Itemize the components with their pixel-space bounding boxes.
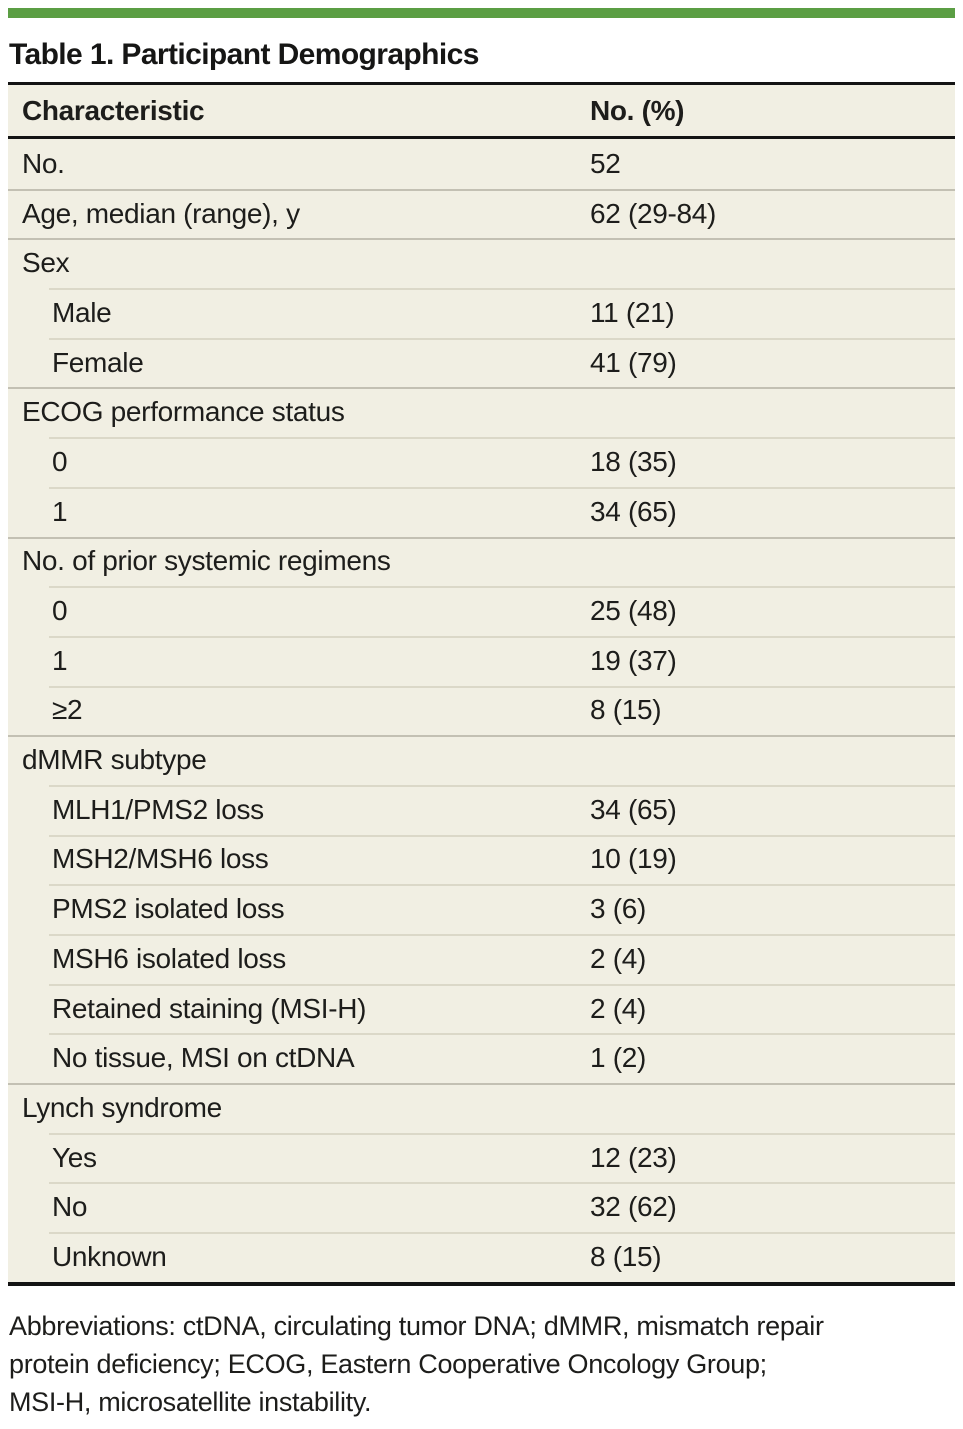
table-row: Yes 12 (23): [8, 1132, 955, 1183]
table-header-row: Characteristic No. (%): [8, 85, 955, 139]
row-label: dMMR subtype: [22, 744, 207, 776]
table-row: No tissue, MSI on ctDNA 1 (2): [8, 1033, 955, 1083]
row-value: 52: [590, 147, 621, 179]
table-row: PMS2 isolated loss 3 (6): [8, 884, 955, 934]
table-row: Female 41 (79): [8, 337, 955, 388]
row-label: No.: [22, 147, 65, 179]
row-value: 41 (79): [590, 346, 677, 378]
table-row-group-header: Lynch syndrome: [8, 1083, 955, 1133]
row-label: PMS2 isolated loss: [52, 893, 285, 925]
row-label: 0: [52, 445, 68, 477]
row-value: 11 (21): [590, 296, 675, 328]
row-value: 1 (2): [590, 1042, 646, 1074]
row-value: 2 (4): [590, 942, 646, 974]
table-row: No. 52: [8, 139, 955, 189]
column-header-characteristic: Characteristic: [22, 94, 205, 126]
table-title: Table 1. Participant Demographics: [9, 38, 479, 71]
table-row: Male 11 (21): [8, 288, 955, 338]
table-row: Age, median (range), y 62 (29-84): [8, 188, 955, 239]
row-value: 12 (23): [590, 1141, 677, 1173]
row-label: Unknown: [52, 1240, 167, 1272]
row-label: MLH1/PMS2 loss: [52, 793, 264, 825]
row-value: 2 (4): [590, 992, 646, 1024]
row-label: Retained staining (MSI-H): [52, 992, 367, 1024]
table-row: MSH2/MSH6 loss 10 (19): [8, 834, 955, 885]
row-value: 32 (62): [590, 1191, 677, 1223]
table-row: MSH6 isolated loss 2 (4): [8, 934, 955, 984]
row-value: 19 (37): [590, 644, 677, 676]
row-label: 1: [52, 644, 68, 676]
row-value: 10 (19): [590, 843, 677, 875]
row-label: MSH2/MSH6 loss: [52, 843, 269, 875]
column-header-no-pct: No. (%): [590, 94, 685, 126]
table-row-group-header: dMMR subtype: [8, 735, 955, 785]
footnote-line: MSI-H, microsatellite instability.: [9, 1386, 372, 1417]
row-label: 1: [52, 495, 68, 527]
row-label: No. of prior systemic regimens: [22, 545, 391, 577]
row-label: Yes: [52, 1141, 97, 1173]
row-value: 25 (48): [590, 595, 677, 627]
row-label: No: [52, 1191, 88, 1223]
abbreviations-footnote: Abbreviations: ctDNA, circulating tumor …: [0, 1286, 963, 1421]
row-label: No tissue, MSI on ctDNA: [52, 1042, 355, 1074]
row-label: 0: [52, 595, 68, 627]
row-value: 18 (35): [590, 445, 677, 477]
table-row: No 32 (62): [8, 1182, 955, 1232]
row-value: 34 (65): [590, 495, 677, 527]
demographics-table: Characteristic No. (%) No. 52 Age, media…: [8, 82, 955, 1286]
row-label: MSH6 isolated loss: [52, 942, 286, 974]
footnote-line: protein deficiency; ECOG, Eastern Cooper…: [9, 1348, 767, 1379]
table-row-group-header: Sex: [8, 238, 955, 288]
row-label: Age, median (range), y: [22, 197, 300, 229]
table-row: MLH1/PMS2 loss 34 (65): [8, 784, 955, 835]
table-row-group-header: ECOG performance status: [8, 387, 955, 437]
row-value: 62 (29-84): [590, 197, 716, 229]
footnote-line: Abbreviations: ctDNA, circulating tumor …: [9, 1310, 824, 1341]
row-label: Male: [52, 296, 112, 328]
table-row: ≥2 8 (15): [8, 685, 955, 736]
row-label: ≥2: [52, 694, 83, 726]
table-row: 0 18 (35): [8, 437, 955, 487]
row-value: 8 (15): [590, 1240, 662, 1272]
table-row: Unknown 8 (15): [8, 1232, 955, 1282]
row-value: 3 (6): [590, 893, 646, 925]
table-row: 0 25 (48): [8, 586, 955, 636]
table-row: 1 19 (37): [8, 635, 955, 686]
table-row-group-header: No. of prior systemic regimens: [8, 536, 955, 587]
row-value: 8 (15): [590, 694, 662, 726]
accent-bar: [8, 8, 955, 18]
row-label: Lynch syndrome: [22, 1091, 222, 1123]
row-value: 34 (65): [590, 793, 677, 825]
table-row: 1 34 (65): [8, 486, 955, 537]
table-row: Retained staining (MSI-H) 2 (4): [8, 983, 955, 1034]
row-label: Sex: [22, 247, 70, 279]
row-label: Female: [52, 346, 144, 378]
row-label: ECOG performance status: [22, 396, 345, 428]
